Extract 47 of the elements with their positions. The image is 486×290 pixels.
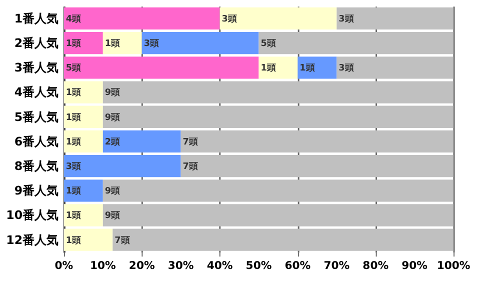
annotation: 7頭 bbox=[182, 137, 198, 148]
annotation: 7頭 bbox=[182, 162, 198, 172]
annotation: 7頭 bbox=[114, 236, 130, 246]
annotation: 1頭 bbox=[260, 64, 276, 74]
x-tick-label: 60% bbox=[284, 258, 311, 272]
annotation: 9頭 bbox=[104, 186, 120, 197]
annotation: 5頭 bbox=[66, 64, 82, 74]
annotation: 3頭 bbox=[222, 14, 237, 24]
x-tick-label: 0% bbox=[54, 258, 74, 272]
annotation: 1頭 bbox=[66, 88, 82, 98]
y-tick-label: 5番人気 bbox=[14, 110, 59, 124]
x-tick-label: 90% bbox=[402, 258, 428, 272]
annotation: 3頭 bbox=[144, 39, 159, 50]
x-tick-label: 100% bbox=[436, 258, 470, 272]
annotation: 1頭 bbox=[66, 236, 82, 246]
y-tick-label: 10番人気 bbox=[6, 208, 59, 222]
y-tick-label: 6番人気 bbox=[14, 134, 59, 148]
annotation: 1頭 bbox=[66, 39, 82, 50]
x-tick-label: 70% bbox=[324, 258, 350, 272]
annotation: 1頭 bbox=[104, 39, 120, 50]
y-tick-label: 9番人気 bbox=[14, 184, 59, 198]
annotation: 3頭 bbox=[66, 162, 82, 172]
annotation: 2頭 bbox=[104, 137, 120, 148]
y-tick-label: 2番人気 bbox=[14, 36, 59, 50]
annotation: 9頭 bbox=[104, 88, 120, 98]
y-tick-label: 8番人気 bbox=[14, 159, 59, 173]
x-tick-label: 20% bbox=[128, 258, 155, 272]
x-tick-label: 50% bbox=[246, 258, 272, 272]
x-tick-label: 10% bbox=[90, 258, 116, 272]
annotation: 9頭 bbox=[104, 112, 120, 123]
annotation: 9頭 bbox=[104, 211, 120, 222]
annotation: 1頭 bbox=[66, 112, 82, 123]
y-tick-label: 12番人気 bbox=[6, 232, 59, 247]
annotation: 4頭 bbox=[66, 14, 82, 24]
x-tick-label: 80% bbox=[362, 258, 389, 272]
y-tick-label: 3番人気 bbox=[14, 60, 59, 75]
x-tick-label: 40% bbox=[206, 258, 233, 272]
annotation: 1頭 bbox=[300, 64, 315, 74]
annotation: 1頭 bbox=[66, 186, 82, 197]
annotation: 5頭 bbox=[260, 39, 276, 50]
x-tick-label: 30% bbox=[168, 258, 194, 272]
y-tick-label: 1番人気 bbox=[14, 11, 59, 26]
annotation: 1頭 bbox=[66, 137, 82, 148]
annotation: 1頭 bbox=[66, 211, 82, 222]
annotation: 3頭 bbox=[338, 14, 354, 24]
y-tick-label: 4番人気 bbox=[14, 85, 59, 100]
annotation: 3頭 bbox=[338, 64, 354, 74]
